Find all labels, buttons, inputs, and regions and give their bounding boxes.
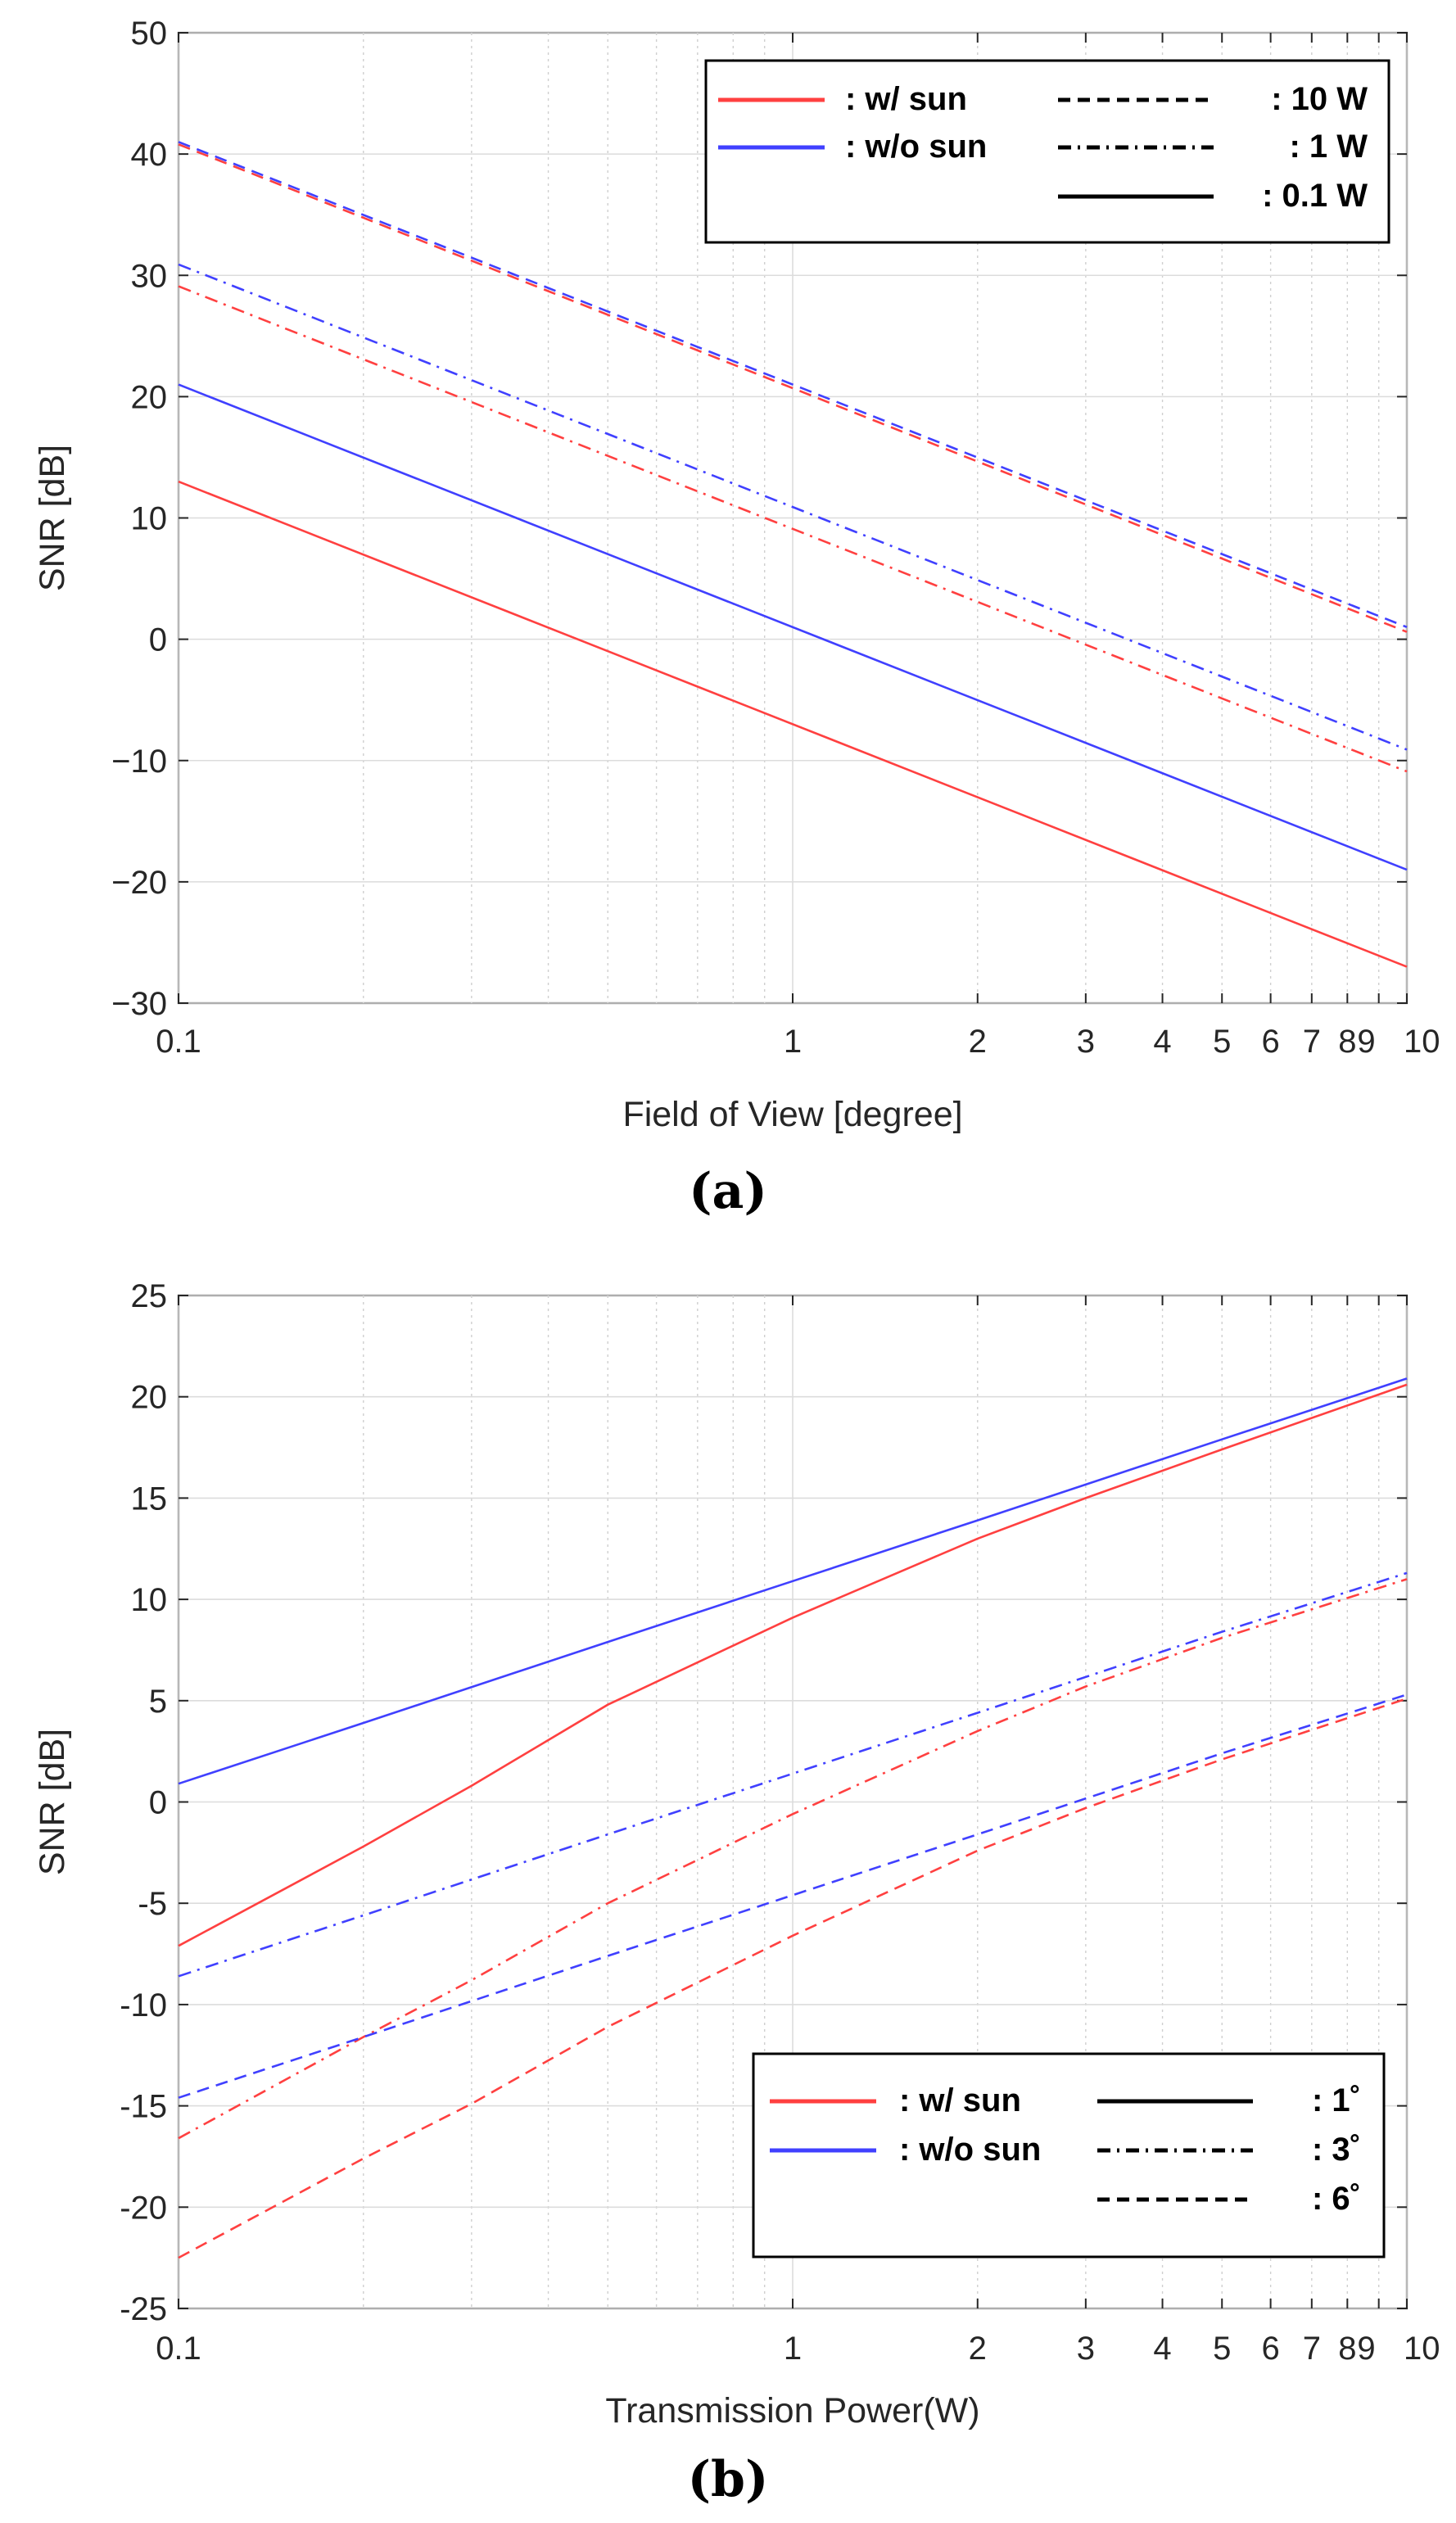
chart-a-legend-style-label: : 0.1 W <box>1262 178 1368 214</box>
chart-a-x-tick-label: 7 <box>1303 1024 1321 1060</box>
chart-a-y-tick-label: −20 <box>111 865 167 901</box>
chart-a-y-tick-label: 0 <box>149 622 167 658</box>
chart-a-panel-label: (a) <box>689 1163 767 1220</box>
chart-a-x-axis-label: Field of View [degree] <box>622 1095 962 1134</box>
chart-b-legend-style-label: : 6˚ <box>1312 2181 1361 2217</box>
chart-a-y-tick-label: −30 <box>111 986 167 1022</box>
chart-b-x-tick-label: 10 <box>1404 2331 1440 2367</box>
chart-b-y-tick-label: -20 <box>120 2190 167 2226</box>
chart-b-y-tick-label: 5 <box>149 1684 167 1720</box>
chart-a-x-tick-label: 9 <box>1357 1024 1375 1060</box>
chart-b-legend-style-label: : 1˚ <box>1312 2082 1361 2118</box>
chart-a-x-tick-label: 8 <box>1338 1024 1356 1060</box>
chart-b-x-tick-label: 3 <box>1077 2331 1095 2367</box>
chart-b-y-tick-label: -25 <box>120 2291 167 2327</box>
chart-b: -25 -20 -15 -10 -5 0 5 10 15 20 25 0.1 1 2 3 4 5 6 7 8 9 10 Tr… <box>0 1261 1456 2523</box>
chart-b-x-tick-label: 8 <box>1338 2331 1356 2367</box>
chart-b-y-tick-label: 20 <box>131 1380 168 1416</box>
chart-a-series-line-4 <box>178 383 1408 871</box>
chart-a-y-tick-label: 50 <box>131 16 168 52</box>
chart-b-x-tick-label: 1 <box>784 2331 802 2367</box>
chart-a-y-axis-label: SNR [dB] <box>33 445 72 591</box>
chart-b-series-line-1 <box>178 1383 1408 1947</box>
chart-b-y-tick-label: 10 <box>131 1582 168 1618</box>
chart-b-legend-style-label: : 3˚ <box>1312 2132 1361 2168</box>
chart-a-svg: −30 −20 −10 0 10 20 30 40 50 0.1 1 2 3 4 5 6 7 8 9 10 Field … <box>33 16 1440 1220</box>
chart-b-y-tick-label: 15 <box>131 1481 168 1517</box>
chart-b-y-tick-label: -15 <box>120 2089 167 2125</box>
chart-b-legend-color-label: : w/ sun <box>899 2082 1021 2118</box>
chart-b-legend-color-label: : w/o sun <box>899 2132 1041 2168</box>
chart-b-legend <box>752 2052 1386 2258</box>
chart-b-x-tick-label: 6 <box>1261 2331 1279 2367</box>
chart-a-x-tick-label: 2 <box>969 1024 987 1060</box>
chart-b-y-axis-label: SNR [dB] <box>33 1729 72 1875</box>
chart-a-legend <box>704 59 1390 244</box>
chart-a-y-tick-label: 30 <box>131 258 168 294</box>
chart-a-series-line-1 <box>178 143 1408 633</box>
chart-a-x-tick-label: 4 <box>1153 1024 1171 1060</box>
chart-b-panel-label: (b) <box>688 2451 769 2508</box>
chart-b-x-tick-label: 2 <box>969 2331 987 2367</box>
chart-b-series-line-2 <box>178 1571 1408 1978</box>
chart-b-x-axis-label: Transmission Power(W) <box>605 2391 979 2430</box>
chart-b-y-tick-label: -10 <box>120 1987 167 2023</box>
chart-b-y-tick-label: 25 <box>131 1278 168 1314</box>
chart-b-x-tick-label: 9 <box>1357 2331 1375 2367</box>
chart-b-y-tick-label: -5 <box>138 1886 167 1922</box>
chart-a-y-tick-label: 10 <box>131 501 168 537</box>
chart-a-legend-style-label: : 1 W <box>1289 129 1368 165</box>
chart-a: −30 −20 −10 0 10 20 30 40 50 0.1 1 2 3 4 5 6 7 8 9 10 Field … <box>0 0 1456 1228</box>
chart-a-series-line-3 <box>178 285 1408 773</box>
chart-a-y-tick-label: 40 <box>131 137 168 173</box>
chart-a-x-tick-label: 6 <box>1261 1024 1279 1060</box>
chart-a-legend-color-label: : w/o sun <box>845 129 987 165</box>
chart-b-series-line-3 <box>178 1578 1408 2140</box>
chart-a-legend-style-label: : 10 W <box>1271 81 1368 117</box>
chart-a-series-line-5 <box>178 480 1408 968</box>
chart-a-series-line-2 <box>178 263 1408 751</box>
chart-b-x-tick-label: 4 <box>1153 2331 1171 2367</box>
chart-a-x-tick-label: 1 <box>784 1024 802 1060</box>
chart-a-x-tick-label: 3 <box>1077 1024 1095 1060</box>
chart-b-y-tick-label: 0 <box>149 1785 167 1821</box>
chart-b-series-line-5 <box>178 1698 1408 2259</box>
chart-b-x-tick-label: 0.1 <box>156 2331 201 2367</box>
chart-a-y-tick-label: −10 <box>111 744 167 780</box>
chart-a-legend-color-label: : w/ sun <box>845 81 967 117</box>
chart-a-x-tick-label: 0.1 <box>156 1024 201 1060</box>
chart-a-series-line-0 <box>178 141 1408 629</box>
chart-a-x-tick-label: 5 <box>1213 1024 1231 1060</box>
chart-a-x-tick-label: 10 <box>1404 1024 1440 1060</box>
chart-b-x-tick-label: 7 <box>1303 2331 1321 2367</box>
chart-a-y-tick-label: 20 <box>131 379 168 415</box>
chart-b-x-tick-label: 5 <box>1213 2331 1231 2367</box>
chart-b-series-line-0 <box>178 1377 1408 1785</box>
